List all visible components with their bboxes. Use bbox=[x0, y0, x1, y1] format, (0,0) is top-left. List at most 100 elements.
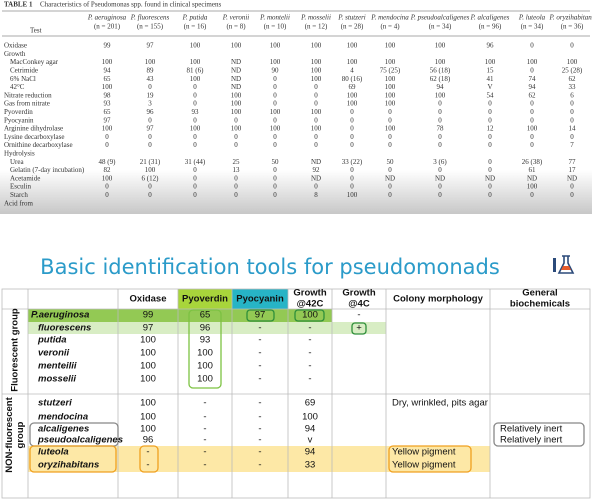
cell: 0 bbox=[193, 166, 197, 174]
cell: - bbox=[203, 424, 206, 435]
cell: 93 bbox=[192, 108, 200, 116]
cell: 0 bbox=[438, 116, 442, 124]
cell: v bbox=[308, 435, 313, 446]
cell: - bbox=[258, 374, 261, 385]
cell: - bbox=[258, 412, 261, 423]
cell: 92 bbox=[313, 166, 321, 174]
cell: 4 bbox=[350, 67, 354, 75]
cell: 100 bbox=[311, 42, 322, 50]
cell: 0 bbox=[388, 183, 392, 191]
cell: 0 bbox=[570, 100, 574, 108]
cell: Relatively inert bbox=[500, 424, 563, 435]
cell: 100 bbox=[140, 361, 156, 372]
cell: 0 bbox=[193, 116, 197, 124]
cell: 100 bbox=[527, 58, 538, 66]
cell: 62 bbox=[529, 91, 537, 99]
cell: 97 bbox=[104, 116, 112, 124]
cell: 0 bbox=[350, 183, 354, 191]
cell: 100 bbox=[302, 412, 318, 423]
cell: 0 bbox=[273, 100, 277, 108]
cell: 6 (12) bbox=[142, 174, 160, 182]
cell: 0 bbox=[570, 42, 574, 50]
column-header: @4C bbox=[348, 299, 370, 310]
cell: Yellow pigment bbox=[392, 447, 456, 458]
cell: 100 bbox=[270, 42, 281, 50]
cell: 17 bbox=[569, 166, 577, 174]
cell: 100 bbox=[270, 108, 281, 116]
cell: 94 bbox=[305, 447, 316, 458]
cell: 0 bbox=[488, 158, 492, 166]
cell: 100 bbox=[190, 58, 201, 66]
cell: - bbox=[308, 335, 311, 346]
cell: ND bbox=[231, 67, 241, 75]
cell: 100 bbox=[190, 42, 201, 50]
cell: 100 bbox=[140, 398, 156, 409]
cell: 33 bbox=[305, 460, 316, 471]
species-header: P. mendocina bbox=[370, 14, 409, 22]
row-highlight bbox=[28, 322, 386, 334]
cell: 0 bbox=[193, 141, 197, 149]
cell: - bbox=[258, 398, 261, 409]
cell: - bbox=[258, 460, 261, 471]
cell: 0 bbox=[105, 133, 109, 141]
cell: 94 bbox=[529, 83, 537, 91]
cell: 0 bbox=[273, 133, 277, 141]
cell: 21 (31) bbox=[140, 158, 161, 166]
cell: 0 bbox=[488, 100, 492, 108]
cell: 93 bbox=[200, 335, 211, 346]
cell: 0 bbox=[193, 174, 197, 182]
cell: 94 bbox=[305, 424, 316, 435]
cell: 100 bbox=[311, 58, 322, 66]
cell: 100 bbox=[485, 58, 496, 66]
test-label: Arginine dihydrolase bbox=[4, 125, 63, 133]
cell: - bbox=[308, 348, 311, 359]
cell: 0 bbox=[350, 125, 354, 133]
cell: ND bbox=[567, 174, 577, 182]
cell: 62 bbox=[569, 75, 577, 83]
cell: 0 bbox=[438, 108, 442, 116]
cell: Yellow pigment bbox=[392, 460, 456, 471]
flask-icon bbox=[553, 255, 575, 274]
cell: 12 bbox=[487, 125, 495, 133]
cell: ND bbox=[385, 174, 395, 182]
n-header: (n = 10) bbox=[264, 23, 287, 31]
n-header: (n = 201) bbox=[94, 23, 121, 31]
cell: 98 bbox=[104, 91, 112, 99]
cell: 78 bbox=[437, 125, 445, 133]
cell: 100 bbox=[311, 75, 322, 83]
cell: - bbox=[258, 323, 261, 334]
slide-title: Basic identification tools for pseudomon… bbox=[40, 255, 500, 279]
cell: 0 bbox=[148, 83, 152, 91]
cell: 0 bbox=[488, 191, 492, 199]
n-header: (n = 34) bbox=[429, 23, 452, 31]
cell: - bbox=[258, 348, 261, 359]
cell: 100 bbox=[311, 125, 322, 133]
test-label: Hydrolysis bbox=[4, 150, 35, 158]
cell: 0 bbox=[273, 141, 277, 149]
cell: 14 bbox=[569, 125, 577, 133]
species-header: P. alcaligenes bbox=[470, 14, 510, 22]
species-header: P. veronii bbox=[222, 14, 249, 22]
species-header: P. aeruginosa bbox=[87, 14, 127, 22]
species-header: P. fluorescens bbox=[130, 14, 170, 22]
species-header: P. pseudoalcaligenes bbox=[410, 14, 470, 22]
species-name: alcaligenes bbox=[38, 424, 89, 435]
group-label: Fluorescent group bbox=[10, 308, 21, 392]
cell: 0 bbox=[488, 108, 492, 116]
cell: ND bbox=[527, 174, 537, 182]
cell: 0 bbox=[570, 133, 574, 141]
cell: 0 bbox=[388, 133, 392, 141]
cell: 0 bbox=[530, 42, 534, 50]
cell: 74 bbox=[529, 75, 537, 83]
cell: ND bbox=[311, 174, 321, 182]
cell: 94 bbox=[104, 67, 112, 75]
cell: 0 bbox=[350, 108, 354, 116]
cell: 99 bbox=[104, 42, 112, 50]
cell: 69 bbox=[305, 398, 316, 409]
cell: 82 bbox=[104, 166, 112, 174]
species-header: P. stutzeri bbox=[337, 14, 366, 22]
cell: ND bbox=[231, 58, 241, 66]
cell: - bbox=[258, 435, 261, 446]
cell: 0 bbox=[234, 183, 238, 191]
cell: 100 bbox=[385, 83, 396, 91]
